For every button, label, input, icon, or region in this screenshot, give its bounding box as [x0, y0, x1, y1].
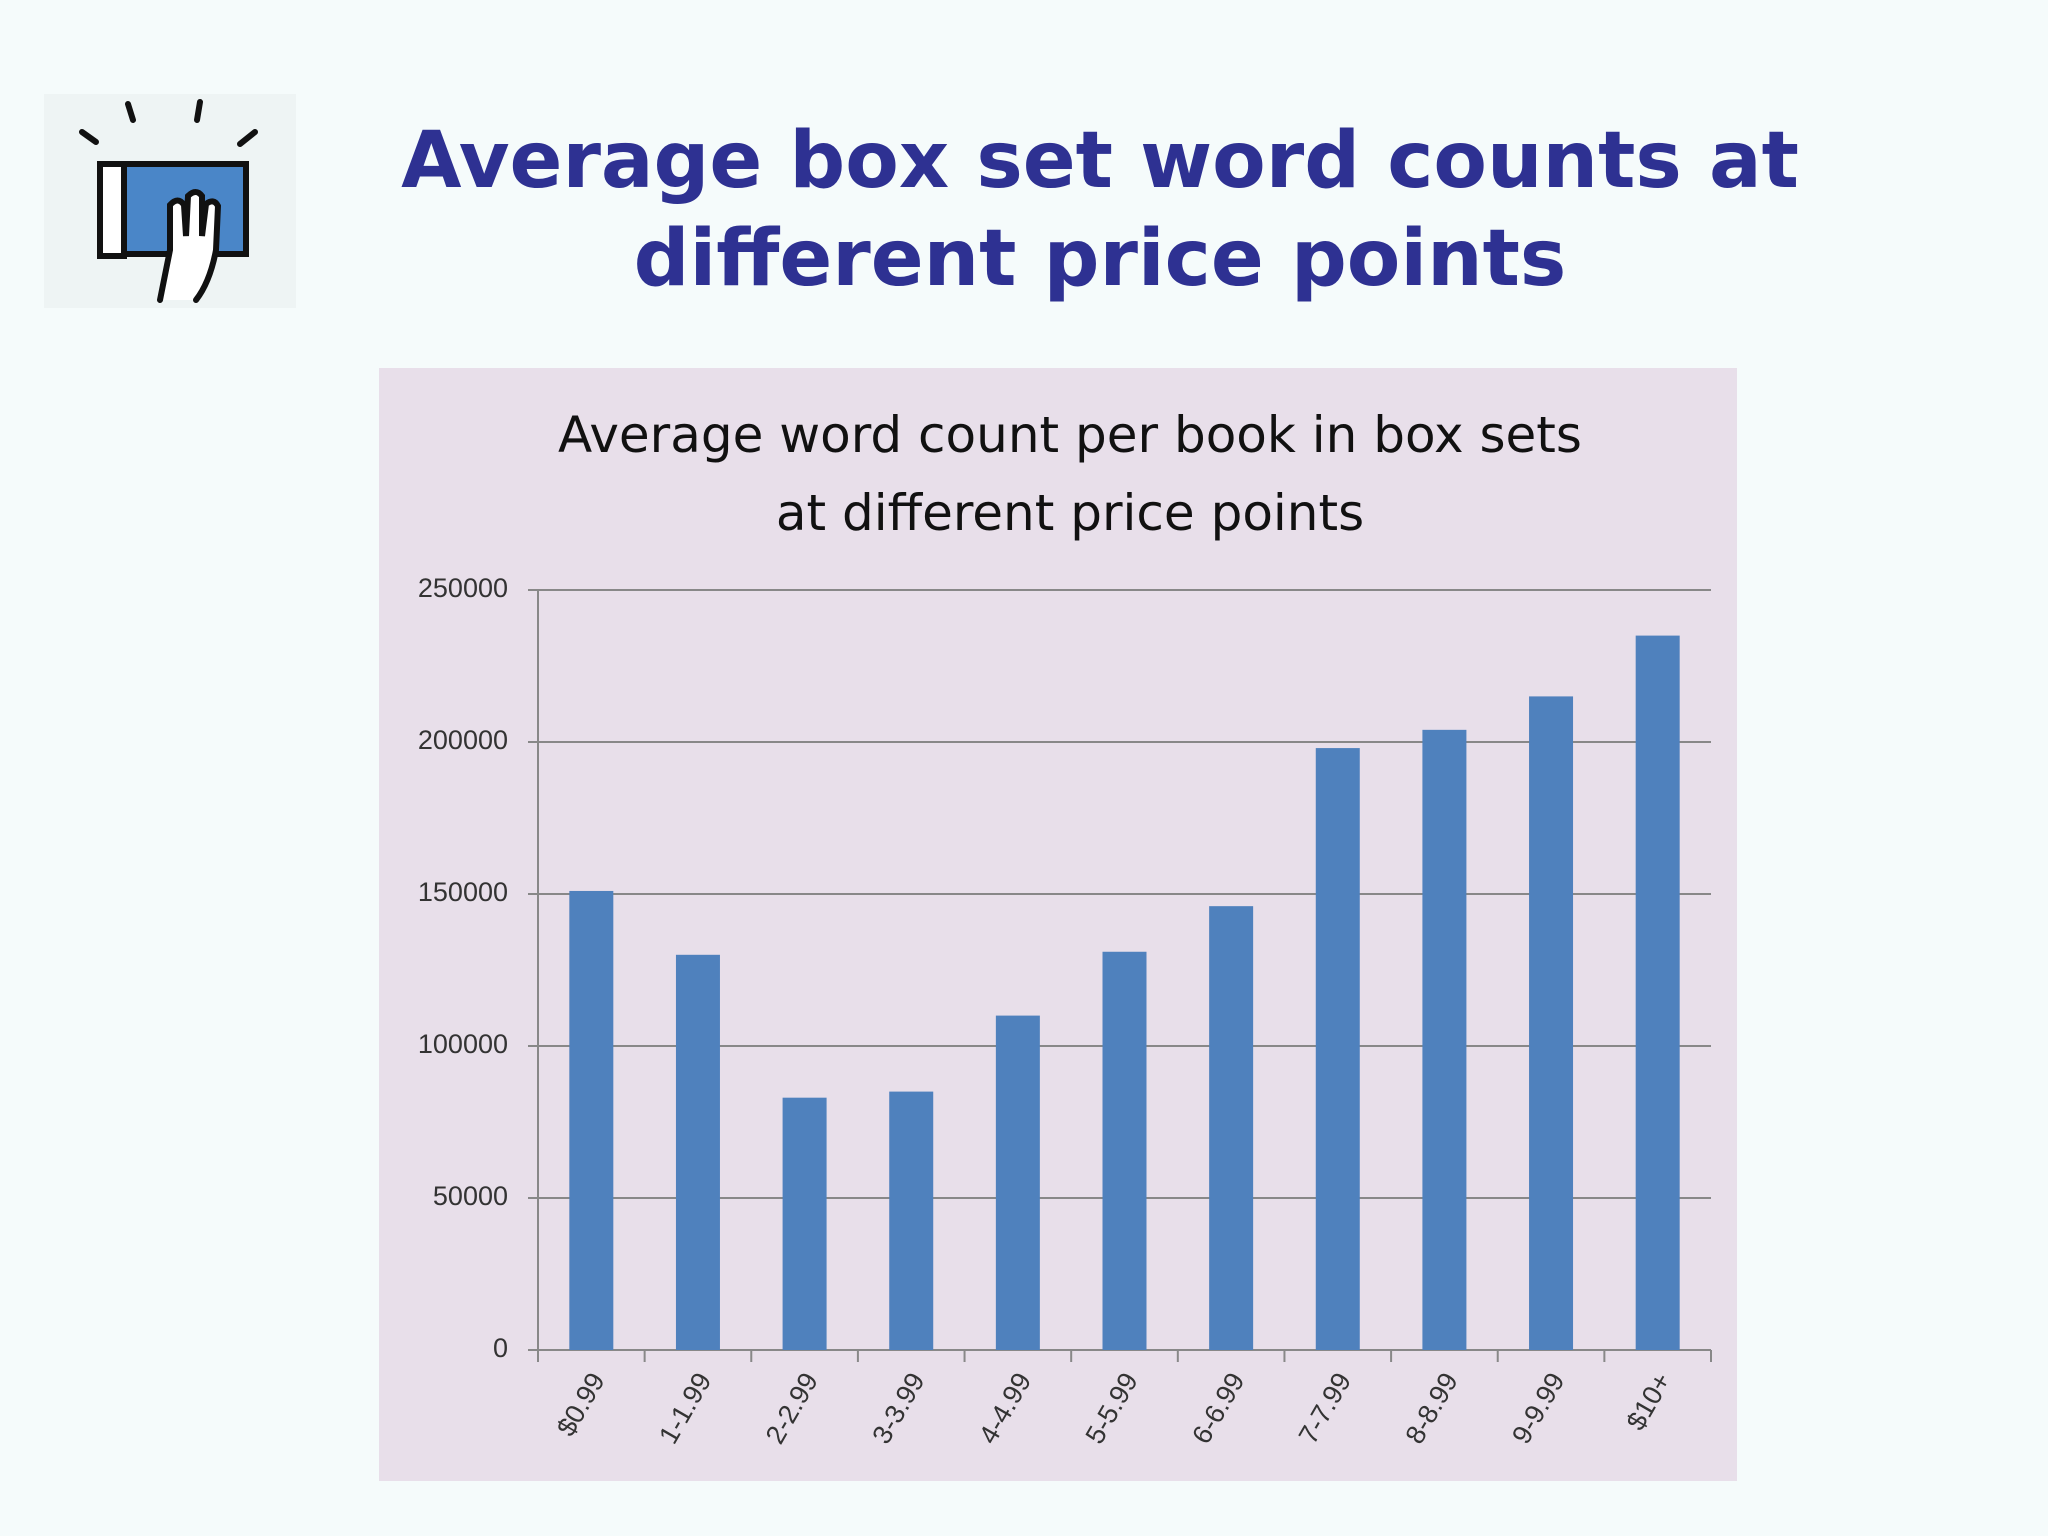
y-tick-label: 250000	[418, 573, 508, 603]
bar	[782, 1097, 827, 1350]
bar	[1315, 748, 1360, 1350]
slide-title: Average box set word counts at different…	[401, 116, 1799, 304]
y-tick-label: 0	[493, 1333, 508, 1363]
y-tick-label: 150000	[418, 877, 508, 907]
bar	[569, 890, 614, 1350]
bar	[1209, 906, 1254, 1350]
bar	[1102, 951, 1147, 1350]
y-tick-label: 50000	[433, 1181, 508, 1211]
bar	[889, 1091, 934, 1350]
bar	[995, 1015, 1040, 1350]
y-tick-label: 100000	[418, 1029, 508, 1059]
book-icon	[79, 99, 258, 303]
bar	[675, 954, 720, 1350]
bar	[1529, 696, 1574, 1350]
bar	[1422, 729, 1467, 1350]
chart-title: Average word count per book in box sets …	[558, 406, 1582, 542]
bar	[1635, 635, 1680, 1350]
y-tick-label: 200000	[418, 725, 508, 755]
